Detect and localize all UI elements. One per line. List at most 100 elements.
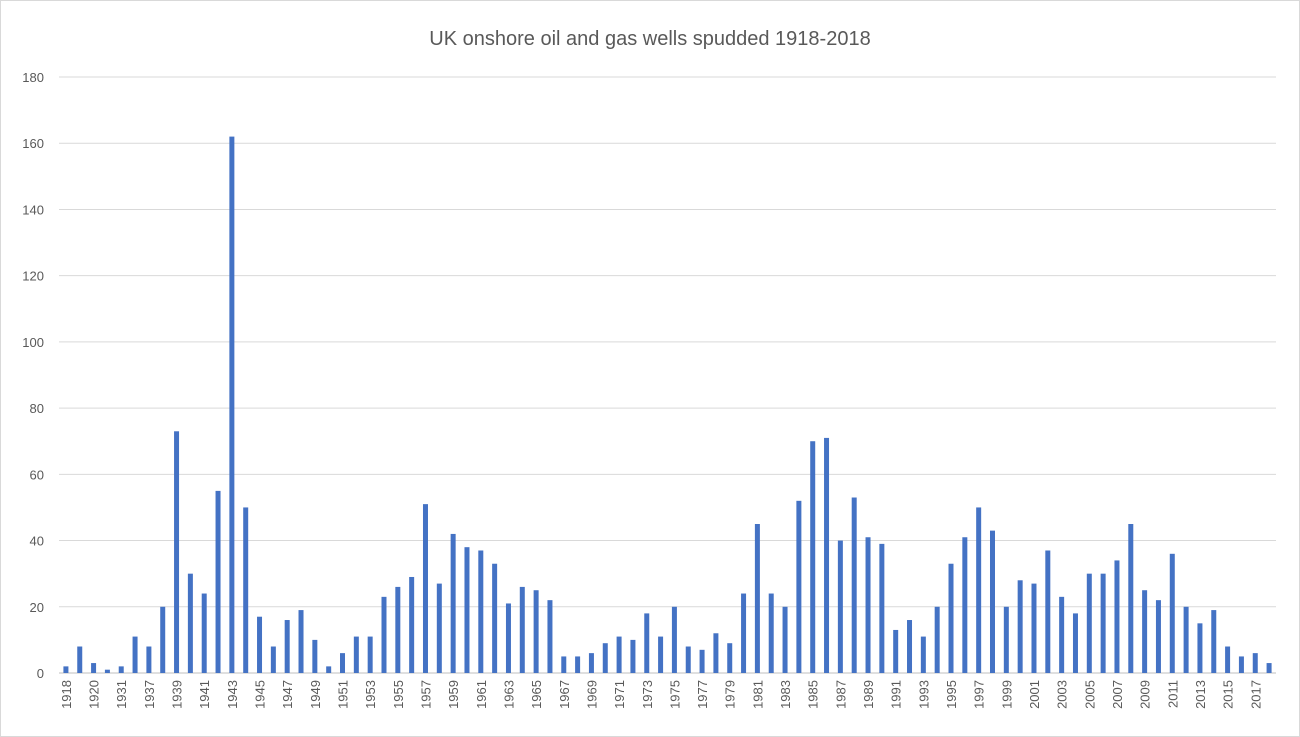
bar-2008: [1128, 524, 1134, 673]
x-tick-label: 1989: [861, 680, 876, 709]
x-tick-label: 2001: [1027, 680, 1042, 709]
bar-1999: [1003, 606, 1009, 673]
bar-2010: [1155, 600, 1161, 673]
bar-1949: [312, 639, 318, 673]
y-tick-label: 180: [22, 70, 44, 85]
x-tick-label: 1949: [308, 680, 323, 709]
x-tick-label: 1983: [778, 680, 793, 709]
x-tick-label: 1971: [612, 680, 627, 709]
x-tick-label: 1965: [529, 680, 544, 709]
bar-2018: [1266, 663, 1272, 673]
x-tick-label: 1967: [557, 680, 572, 709]
x-tick-label: 1981: [750, 680, 765, 709]
bar-1985: [810, 441, 816, 673]
bar-1984: [796, 500, 802, 673]
bar-1955: [395, 586, 401, 673]
bar-1987: [837, 540, 843, 673]
x-tick-label: 2007: [1110, 680, 1125, 709]
bar-2016: [1238, 656, 1244, 673]
bar-1946: [270, 646, 276, 673]
bar-1963: [505, 603, 511, 673]
bar-1950: [326, 666, 332, 673]
bar-1952: [353, 636, 359, 673]
bar-2003: [1059, 596, 1065, 673]
bar-1962: [492, 563, 498, 673]
bar-1956: [409, 576, 415, 673]
x-tick-label: 1955: [391, 680, 406, 709]
x-tick-label: 1991: [889, 680, 904, 709]
bar-1918: [63, 666, 69, 673]
y-tick-label: 60: [30, 467, 44, 482]
bar-1931: [118, 666, 124, 673]
bar-2012: [1183, 606, 1189, 673]
bar-1942: [215, 490, 221, 673]
bar-1954: [381, 596, 387, 673]
bar-1919: [77, 646, 83, 673]
bar-1939: [174, 431, 180, 673]
x-tick-label: 1943: [225, 680, 240, 709]
bar-1968: [575, 656, 581, 673]
bar-1991: [893, 629, 899, 673]
x-tick-label: 1979: [723, 680, 738, 709]
bar-1953: [367, 636, 373, 673]
bar-1992: [907, 620, 913, 673]
bar-1971: [616, 636, 622, 673]
x-tick-label: 1969: [584, 680, 599, 709]
bar-1940: [187, 573, 193, 673]
y-tick-label: 140: [22, 202, 44, 217]
x-tick-label: 1995: [944, 680, 959, 709]
bar-2005: [1086, 573, 1092, 673]
bar-1945: [257, 616, 263, 673]
x-tick-label: 1951: [336, 680, 351, 709]
bar-1974: [658, 636, 664, 673]
bar-1957: [422, 504, 428, 673]
bar-1943: [229, 136, 235, 674]
y-tick-label: 80: [30, 401, 44, 416]
bar-1947: [284, 620, 290, 673]
bar-1995: [948, 563, 954, 673]
y-tick-label: 40: [30, 534, 44, 549]
bar-1958: [436, 583, 442, 673]
bar-1972: [630, 639, 636, 673]
bar-2000: [1017, 580, 1023, 673]
x-tick-label: 1918: [59, 680, 74, 709]
bar-2001: [1031, 583, 1037, 673]
bar-1996: [962, 537, 968, 673]
bar-2009: [1142, 590, 1148, 673]
bar-2002: [1045, 550, 1051, 673]
bar-1986: [824, 437, 830, 673]
bar-1960: [464, 547, 470, 673]
y-tick-label: 0: [37, 666, 44, 681]
bar-1930: [104, 669, 110, 673]
bar-1937: [146, 646, 152, 673]
bar-1944: [243, 507, 249, 673]
bar-1980: [741, 593, 747, 673]
x-tick-label: 1963: [501, 680, 516, 709]
x-tick-label: 1997: [972, 680, 987, 709]
bar-1988: [851, 497, 857, 673]
x-tick-label: 2009: [1138, 680, 1153, 709]
bar-1994: [934, 606, 940, 673]
x-tick-label: 1975: [667, 680, 682, 709]
bar-1983: [782, 606, 788, 673]
bar-1936: [132, 636, 138, 673]
bar-1966: [547, 600, 553, 673]
bar-1976: [685, 646, 691, 673]
bar-1998: [989, 530, 995, 673]
y-tick-label: 160: [22, 136, 44, 151]
bar-2004: [1072, 613, 1078, 673]
bar-1951: [340, 653, 346, 673]
x-tick-label: 1941: [197, 680, 212, 709]
x-tick-label: 2005: [1082, 680, 1097, 709]
bar-1977: [699, 649, 705, 673]
bar-1975: [671, 606, 677, 673]
bar-1938: [160, 606, 166, 673]
bar-1969: [588, 653, 594, 673]
x-tick-label: 1957: [418, 680, 433, 709]
bar-1964: [519, 586, 525, 673]
bar-1990: [879, 543, 885, 673]
bar-2011: [1169, 553, 1175, 673]
x-tick-label: 1987: [833, 680, 848, 709]
bar-1978: [713, 633, 719, 673]
